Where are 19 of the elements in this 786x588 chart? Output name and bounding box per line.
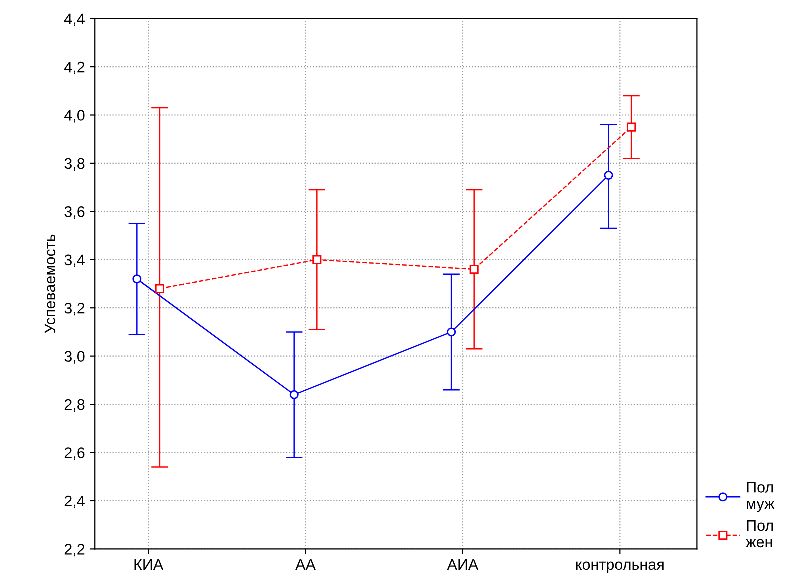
y-tick-label: 3,6 [64, 206, 85, 220]
x-tick-label: КИА [134, 559, 164, 570]
y-tick-label: 2,2 [64, 544, 85, 557]
y-tick-label: 2,4 [64, 496, 85, 508]
legend-label: Пол жен [746, 520, 774, 548]
legend-label: Пол муж [747, 482, 775, 512]
y-tick-label: 3,4 [64, 254, 85, 268]
y-axis-title: Успеваемость [44, 234, 56, 334]
y-tick-label: 4,0 [64, 110, 85, 123]
y-tick-label: 2,6 [64, 448, 85, 460]
y-tick-label: 4,4 [64, 14, 85, 26]
x-tick-label: контрольная [576, 562, 664, 574]
x-tick-label: АИА [447, 559, 479, 570]
x-tick-label: АА [296, 559, 316, 570]
y-tick-label: 3,0 [64, 351, 85, 364]
y-tick-label: 3,8 [64, 158, 85, 171]
y-tick-label: 2,8 [64, 399, 85, 412]
y-tick-label: 3,2 [64, 302, 85, 316]
y-tick-label: 4,2 [64, 62, 85, 75]
